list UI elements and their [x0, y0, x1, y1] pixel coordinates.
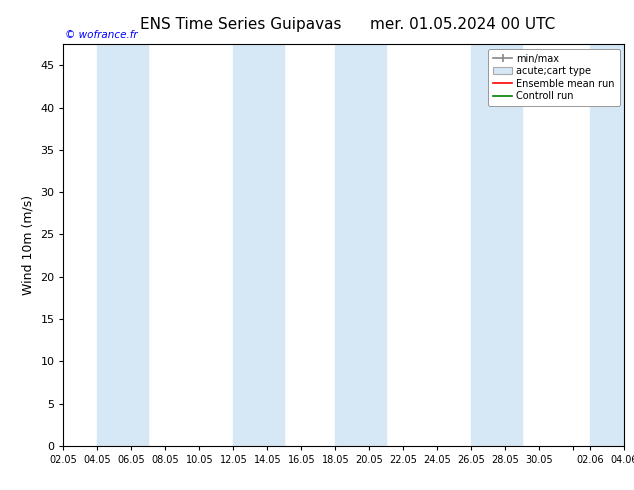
Bar [472, 44, 522, 446]
Bar [233, 44, 285, 446]
Bar [98, 44, 148, 446]
Text: © wofrance.fr: © wofrance.fr [65, 30, 137, 40]
Bar [590, 44, 624, 446]
Text: mer. 01.05.2024 00 UTC: mer. 01.05.2024 00 UTC [370, 17, 555, 32]
Legend: min/max, acute;cart type, Ensemble mean run, Controll run: min/max, acute;cart type, Ensemble mean … [488, 49, 619, 106]
Y-axis label: Wind 10m (m/s): Wind 10m (m/s) [22, 195, 35, 295]
Bar [335, 44, 387, 446]
Text: ENS Time Series Guipavas: ENS Time Series Guipavas [140, 17, 342, 32]
